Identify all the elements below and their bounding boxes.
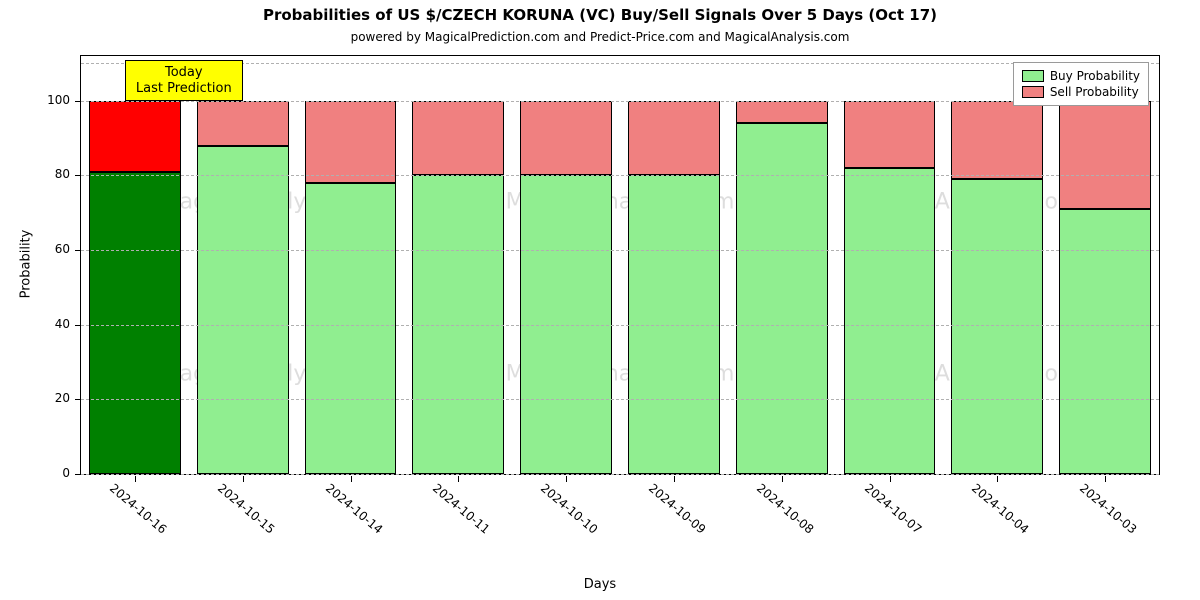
buy-bar [951,179,1043,474]
xtick-mark [674,476,675,482]
buy-bar [1059,209,1151,474]
xtick-label: 2024-10-09 [646,481,708,537]
x-axis-label: Days [0,577,1200,592]
legend-swatch [1022,86,1044,98]
xtick-label: 2024-10-08 [754,481,816,537]
chart-title: Probabilities of US $/CZECH KORUNA (VC) … [0,6,1200,24]
ytick-label: 40 [30,317,70,331]
xtick-label: 2024-10-07 [862,481,924,537]
chart-container: Probabilities of US $/CZECH KORUNA (VC) … [0,0,1200,600]
sell-bar [520,101,612,176]
legend-swatch [1022,70,1044,82]
gridline [81,175,1159,176]
legend-item: Sell Probability [1022,84,1140,100]
sell-bar [628,101,720,176]
bar-slot [89,56,181,474]
sell-bar [412,101,504,176]
legend: Buy ProbabilitySell Probability [1013,62,1149,106]
sell-bar [197,101,289,146]
sell-bar [1059,101,1151,209]
sell-bar [305,101,397,183]
annotation-line: Last Prediction [136,81,232,97]
bar-slot [305,56,397,474]
xtick-mark [243,476,244,482]
ytick-mark [75,250,81,251]
gridline [81,101,1159,102]
xtick-label: 2024-10-10 [538,481,600,537]
legend-label: Buy Probability [1050,68,1140,84]
xtick-mark [890,476,891,482]
gridline [81,474,1159,475]
xtick-mark [135,476,136,482]
bar-slot [736,56,828,474]
xtick-mark [997,476,998,482]
bar-slot [197,56,289,474]
xtick-label: 2024-10-04 [969,481,1031,537]
xtick-label: 2024-10-03 [1077,481,1139,537]
ytick-mark [75,101,81,102]
gridline [81,325,1159,326]
xtick-mark [1105,476,1106,482]
plot-area: MagicalAnalysis.comMagicalAnalysis.comMa… [80,55,1160,475]
bar-slot [951,56,1043,474]
ytick-label: 0 [30,466,70,480]
bar-slot [412,56,504,474]
ytick-mark [75,474,81,475]
bar-slot [628,56,720,474]
ytick-mark [75,399,81,400]
xtick-label: 2024-10-15 [215,481,277,537]
ytick-label: 80 [30,167,70,181]
buy-bar [305,183,397,474]
today-annotation: TodayLast Prediction [125,60,243,101]
y-axis-label: Probability [19,230,34,299]
sell-bar [951,101,1043,179]
buy-bar [197,146,289,474]
legend-item: Buy Probability [1022,68,1140,84]
sell-bar [736,101,828,123]
sell-bar [89,101,181,172]
xtick-label: 2024-10-11 [430,481,492,537]
ytick-label: 20 [30,391,70,405]
xtick-mark [566,476,567,482]
xtick-mark [351,476,352,482]
bars-layer [81,56,1159,474]
gridline [81,399,1159,400]
sell-bar [844,101,936,168]
annotation-line: Today [136,65,232,81]
gridline [81,250,1159,251]
ytick-mark [75,325,81,326]
bar-slot [1059,56,1151,474]
ytick-mark [75,175,81,176]
ytick-label: 60 [30,242,70,256]
xtick-mark [782,476,783,482]
bar-slot [844,56,936,474]
chart-subtitle: powered by MagicalPrediction.com and Pre… [0,30,1200,44]
xtick-label: 2024-10-14 [323,481,385,537]
xtick-mark [458,476,459,482]
buy-bar [89,172,181,474]
buy-bar [844,168,936,474]
legend-label: Sell Probability [1050,84,1139,100]
xtick-label: 2024-10-16 [107,481,169,537]
ytick-label: 100 [30,93,70,107]
bar-slot [520,56,612,474]
gridline [81,63,1159,64]
